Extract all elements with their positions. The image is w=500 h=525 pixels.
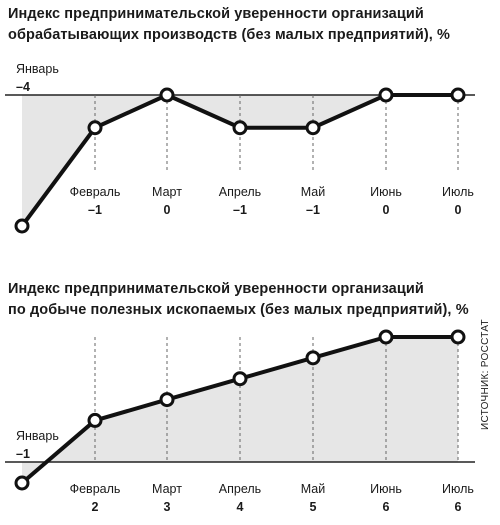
chart-1-point-Май (305, 120, 321, 136)
chart-2-point-Январь (14, 475, 30, 491)
chart-2-data-label: –1 (16, 447, 30, 461)
chart-1-title-line-2: обрабатывающих производств (без малых пр… (8, 27, 451, 43)
chart-1-data-label: –1 (233, 203, 247, 217)
chart-1-tick-label: Июнь (370, 185, 402, 199)
chart-1-point-Июль (450, 87, 466, 103)
chart-1-point-Февраль (87, 120, 103, 136)
chart-2-data-label: 5 (310, 500, 317, 514)
chart-1-point-Март (159, 87, 175, 103)
chart-2-point-Июль (450, 329, 466, 345)
chart-1-data-label: 0 (455, 203, 462, 217)
chart-2-title-line-2: по добыче полезных ископаемых (без малых… (8, 302, 469, 318)
chart-2-data-label: 6 (383, 500, 390, 514)
chart-2-point-Февраль (87, 412, 103, 428)
chart-2-title: Индекс предпринимательской уверенности о… (8, 279, 469, 321)
source-label: ИСТОЧНИК: РОССТАТ (480, 319, 491, 430)
chart-1-title-line-1: Индекс предпринимательской уверенности о… (8, 6, 424, 22)
chart-2-tick-label: Март (152, 482, 182, 496)
chart-1-tick-label: Май (301, 185, 326, 199)
chart-1-data-label: 0 (383, 203, 390, 217)
chart-1-tick-label: Январь (16, 62, 59, 76)
chart-2-tick-label: Май (301, 482, 326, 496)
chart-2-title-line-1: Индекс предпринимательской уверенности о… (8, 281, 424, 297)
chart-1-tick-label: Июль (442, 185, 474, 199)
chart-2-tick-label: Апрель (219, 482, 261, 496)
chart-2-data-label: 2 (92, 500, 99, 514)
chart-1-point-Июнь (378, 87, 394, 103)
chart-2-data-label: 6 (455, 500, 462, 514)
chart-1-data-label: –1 (88, 203, 102, 217)
chart-2-tick-label: Январь (16, 429, 59, 443)
chart-2-data-label: 4 (237, 500, 244, 514)
chart-2-tick-label: Июнь (370, 482, 402, 496)
chart-2-point-Май (305, 350, 321, 366)
chart-2-point-Апрель (232, 371, 248, 387)
chart-1-tick-label: Март (152, 185, 182, 199)
chart-1-title: Индекс предпринимательской уверенности о… (8, 4, 450, 46)
chart-2-point-Июнь (378, 329, 394, 345)
chart-1-tick-label: Февраль (70, 185, 121, 199)
chart-2-tick-label: Февраль (70, 482, 121, 496)
chart-1-data-label: –4 (16, 80, 30, 94)
chart-2-point-Март (159, 392, 175, 408)
chart-2-data-label: 3 (164, 500, 171, 514)
chart-1-point-Январь (14, 218, 30, 234)
chart-1-point-Апрель (232, 120, 248, 136)
chart-2-tick-label: Июль (442, 482, 474, 496)
chart-1-tick-label: Апрель (219, 185, 261, 199)
chart-1-data-label: 0 (164, 203, 171, 217)
chart-1-data-label: –1 (306, 203, 320, 217)
